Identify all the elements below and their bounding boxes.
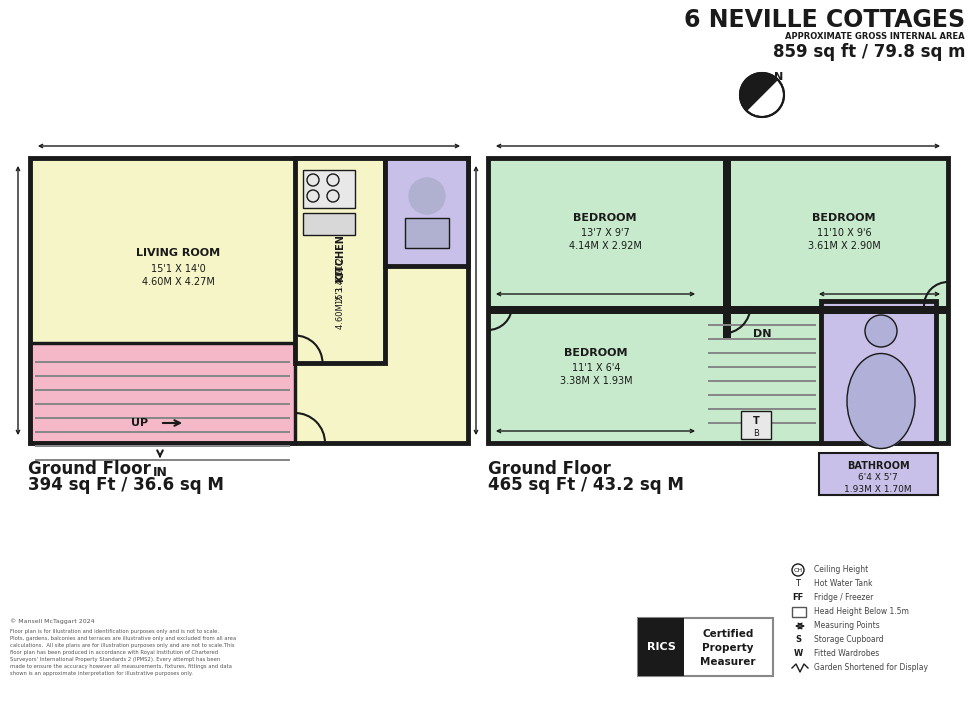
Text: BEDROOM: BEDROOM	[573, 213, 637, 223]
Text: 13'7 X 9'7: 13'7 X 9'7	[580, 228, 629, 238]
Text: Measuring Points: Measuring Points	[814, 621, 880, 631]
Bar	[35, 361, 290, 363]
Text: Head Height Below 1.5m: Head Height Below 1.5m	[814, 607, 908, 617]
Text: W: W	[794, 650, 803, 659]
Text: Fitted Wardrobes: Fitted Wardrobes	[814, 650, 879, 659]
Circle shape	[409, 178, 445, 214]
Bar	[35, 417, 290, 418]
Text: 4.60M X 3.40M: 4.60M X 3.40M	[335, 266, 345, 329]
Text: BATHROOM: BATHROOM	[847, 461, 909, 471]
Bar	[708, 394, 816, 396]
Text: © Mansell McTaggart 2024: © Mansell McTaggart 2024	[10, 618, 95, 624]
Bar	[723, 158, 731, 338]
Bar	[488, 158, 948, 443]
Text: Measurer: Measurer	[701, 657, 756, 667]
Text: 11'1 X 6'4: 11'1 X 6'4	[571, 363, 620, 373]
Text: 859 sq ft / 79.8 sq m: 859 sq ft / 79.8 sq m	[772, 43, 965, 61]
Text: Fridge / Freezer: Fridge / Freezer	[814, 593, 873, 602]
Text: 4.60M X 4.27M: 4.60M X 4.27M	[141, 277, 215, 287]
Bar	[792, 607, 806, 617]
Bar	[30, 343, 295, 443]
Text: 6 NEVILLE COTTAGES: 6 NEVILLE COTTAGES	[684, 8, 965, 32]
Text: 15'1 X 11'2: 15'1 X 11'2	[335, 257, 345, 304]
Text: Floor plan is for illustration and identification purposes only and is not to sc: Floor plan is for illustration and ident…	[10, 629, 236, 676]
Text: B: B	[753, 429, 759, 437]
Text: 6'4 X 5'7: 6'4 X 5'7	[858, 474, 898, 482]
Text: 3.38M X 1.93M: 3.38M X 1.93M	[560, 376, 632, 386]
Bar	[638, 618, 773, 676]
Circle shape	[865, 315, 897, 347]
Text: CH: CH	[794, 567, 803, 572]
Text: BEDROOM: BEDROOM	[812, 213, 876, 223]
Bar	[405, 218, 449, 248]
Text: Ceiling Height: Ceiling Height	[814, 565, 868, 574]
Bar	[821, 301, 936, 443]
Text: 1.93M X 1.70M: 1.93M X 1.70M	[844, 484, 911, 494]
Text: 15'1 X 14'0: 15'1 X 14'0	[151, 264, 206, 274]
Text: RICS: RICS	[647, 642, 675, 652]
Bar	[708, 366, 816, 368]
Text: T: T	[753, 416, 760, 426]
Bar	[35, 389, 290, 390]
Text: UP: UP	[131, 418, 149, 428]
Bar	[30, 158, 468, 443]
Bar	[708, 408, 816, 410]
Text: 4.14M X 2.92M: 4.14M X 2.92M	[568, 241, 642, 251]
Text: IN: IN	[153, 467, 168, 479]
Text: DN: DN	[753, 329, 771, 339]
Text: Certified: Certified	[703, 629, 754, 639]
Bar	[35, 375, 290, 377]
Text: APPROXIMATE GROSS INTERNAL AREA: APPROXIMATE GROSS INTERNAL AREA	[785, 32, 965, 41]
Text: S: S	[795, 636, 801, 645]
Text: Property: Property	[703, 643, 754, 653]
Text: 3.61M X 2.90M: 3.61M X 2.90M	[808, 241, 880, 251]
Bar	[30, 158, 468, 443]
Text: N: N	[774, 72, 784, 82]
Bar	[35, 445, 290, 446]
Bar	[638, 618, 684, 676]
Bar	[488, 306, 948, 314]
Text: LIVING ROOM: LIVING ROOM	[136, 248, 220, 258]
Text: Storage Cupboard: Storage Cupboard	[814, 636, 884, 645]
Text: Ground Floor: Ground Floor	[488, 460, 611, 478]
Text: 11'10 X 9'6: 11'10 X 9'6	[816, 228, 871, 238]
Text: 465 sq Ft / 43.2 sq M: 465 sq Ft / 43.2 sq M	[488, 476, 684, 494]
Text: Garden Shortened for Display: Garden Shortened for Display	[814, 664, 928, 673]
Bar	[295, 158, 385, 363]
Bar	[35, 459, 290, 460]
Bar	[741, 411, 771, 439]
Bar	[303, 213, 355, 235]
Bar	[303, 170, 355, 208]
Bar	[708, 352, 816, 354]
Bar	[385, 158, 468, 266]
Bar	[708, 324, 816, 325]
Bar	[708, 338, 816, 340]
Bar	[708, 380, 816, 382]
Text: FF: FF	[793, 593, 804, 602]
Text: KITCHEN: KITCHEN	[335, 234, 345, 282]
Ellipse shape	[847, 354, 915, 449]
Bar	[35, 403, 290, 404]
Polygon shape	[740, 73, 777, 110]
Bar	[703, 306, 821, 443]
Bar	[708, 422, 816, 423]
Bar	[819, 453, 938, 495]
Text: 394 sq Ft / 36.6 sq M: 394 sq Ft / 36.6 sq M	[28, 476, 223, 494]
Text: Ground Floor: Ground Floor	[28, 460, 151, 478]
Text: T: T	[796, 579, 801, 588]
Text: BEDROOM: BEDROOM	[564, 348, 628, 358]
Bar	[35, 431, 290, 432]
Text: Hot Water Tank: Hot Water Tank	[814, 579, 872, 588]
